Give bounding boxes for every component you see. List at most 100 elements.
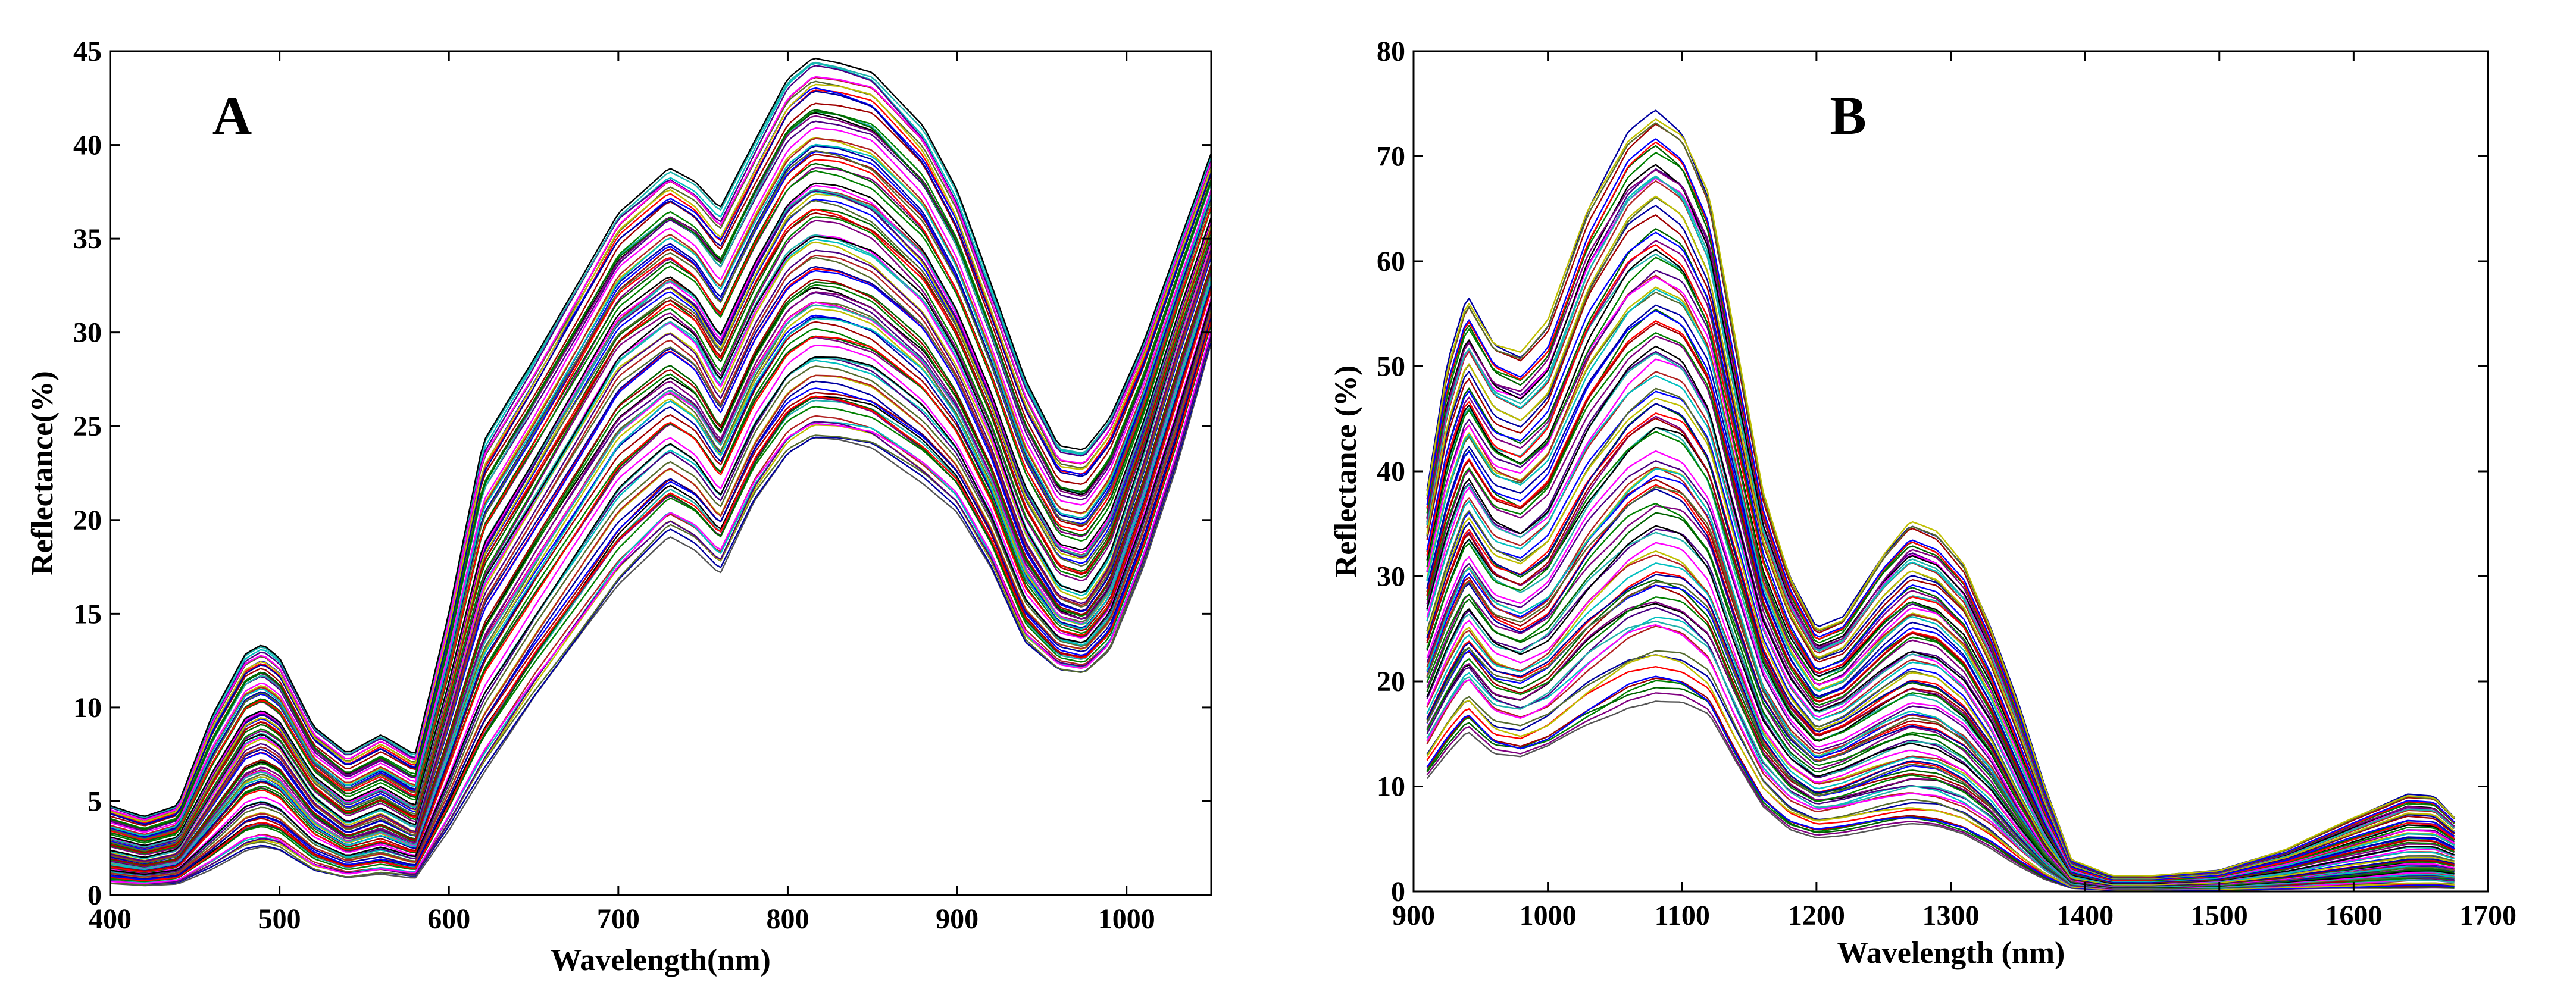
- panel-a-spectrum-line: [110, 279, 1212, 869]
- panel-a-spectrum-line: [110, 212, 1212, 853]
- panel-a-x-tick-label: 600: [427, 903, 470, 935]
- panel-a-spectrum-line: [110, 120, 1212, 831]
- panel-a-spectrum-line: [110, 256, 1212, 865]
- panel-b-x-tick-label: 1200: [1788, 900, 1845, 931]
- panel-b-spectrum-line: [1426, 654, 2455, 891]
- panel-a-y-tick-label: 20: [73, 505, 102, 536]
- panel-b-y-tick-label: 40: [1377, 456, 1405, 487]
- panel-a-spectrum-line: [110, 254, 1212, 864]
- panel-a-spectrum-line: [110, 76, 1212, 821]
- panel-b-spectrum-line: [1426, 374, 2455, 885]
- panel-a-spectrum-line: [110, 315, 1212, 880]
- panel-a-spectrum-line: [110, 264, 1212, 866]
- panel-a-spectrum-line: [110, 143, 1212, 837]
- panel-b-spectrum-line: [1426, 309, 2455, 883]
- panel-b-spectrum-line: [1426, 417, 2455, 886]
- panel-a-spectrum-line: [110, 236, 1212, 858]
- panel-a-spectrum-line: [110, 182, 1212, 846]
- panel-a-spectrum-line: [110, 170, 1212, 844]
- panel-b-x-tick-label: 1000: [1520, 900, 1577, 931]
- panel-b-spectrum-line: [1426, 390, 2455, 886]
- panel-a-spectrum-line: [110, 252, 1212, 863]
- panel-a-axes: 400 500 600 700 800 900 1000 0 5 10 15 20 25 30 35 40 45: [73, 36, 1211, 935]
- panel-a-spectrum-line: [110, 274, 1212, 869]
- panel-a-y-tick-label: 40: [73, 130, 102, 161]
- panel-a-y-tick-label: 30: [73, 317, 102, 349]
- panel-b-label: B: [1830, 85, 1866, 146]
- panel-a-spectrum-line: [110, 264, 1212, 866]
- panel-a-spectrum-line: [110, 290, 1212, 873]
- panel-b-x-tick-label: 1700: [2459, 900, 2516, 931]
- panel-a-spectrum-line: [110, 83, 1212, 822]
- panel-a-spectrum-line: [110, 336, 1212, 886]
- panel-a-spectrum-line: [110, 297, 1212, 874]
- panel-a-spectrum-line: [110, 340, 1212, 886]
- panel-a-y-tick-label: 15: [73, 598, 102, 630]
- panel-b-spectrum-line: [1426, 345, 2455, 884]
- panel-a-spectrum-line: [110, 267, 1212, 866]
- panel-a-spectrum-line: [110, 256, 1212, 864]
- panel-a-spectrum-line: [110, 315, 1212, 880]
- panel-a-spectrum-line: [110, 102, 1212, 827]
- panel-a-spectrum-line: [110, 330, 1212, 884]
- panel-b-spectrum-line: [1426, 138, 2455, 878]
- panel-a-y-tick-label: 25: [73, 411, 102, 442]
- panel-a-x-tick-label: 800: [766, 903, 809, 935]
- panel-a-spectrum-line: [110, 234, 1212, 859]
- panel-a-spectrum-line: [110, 216, 1212, 855]
- panel-a-spectrum-line: [110, 301, 1212, 875]
- panel-a-label: A: [212, 85, 252, 146]
- panel-b-x-axis-label: Wavelength (nm): [1837, 936, 2065, 970]
- panel-a-spectrum-line: [110, 270, 1212, 868]
- panel-b-y-tick-label: 80: [1377, 36, 1405, 67]
- panel-b-spectrum-line: [1426, 450, 2455, 887]
- panel-a-y-tick-label: 5: [87, 786, 102, 817]
- panel-a-y-axis-label: Reflectance(%): [26, 371, 60, 575]
- panel-b-axes: 900 1000 1100 1200 1300 1400 1500 1600 1700 0 10 20…: [1377, 36, 2516, 931]
- panel-a-x-tick-label: 700: [597, 903, 640, 935]
- panel-a-spectrum-line: [110, 90, 1212, 825]
- panel-a-plot-frame: [109, 50, 1212, 896]
- panel-a-x-tick-label: 500: [258, 903, 301, 935]
- panel-b-y-tick-label: 50: [1377, 351, 1405, 383]
- panel-b-spectrum-line: [1426, 289, 2455, 883]
- panel-a-spectrum-line: [110, 57, 1212, 817]
- panel-a-chart: A 400 500 600 700 800 900 10000510152025303540…: [26, 36, 1212, 977]
- panel-b-spectrum-line: [1426, 214, 2455, 880]
- panel-b-y-tick-label: 60: [1377, 246, 1405, 277]
- panel-a-x-tick-label: 1000: [1098, 903, 1155, 935]
- panel-b-spectrum-line: [1426, 180, 2455, 879]
- panel-b-spectrum-line: [1426, 231, 2455, 880]
- panel-b-spectrum-line: [1426, 403, 2455, 886]
- panel-b-x-tick-label: 1100: [1655, 900, 1710, 931]
- panel-b-x-tick-label: 1400: [2056, 900, 2114, 931]
- panel-b-chart: B 900 1000 1100 1200 1300 1400 1500 1600 1700 0 10…: [1329, 36, 2516, 970]
- panel-a-spectrum-line: [110, 306, 1212, 878]
- panel-b-x-tick-label: 900: [1392, 900, 1435, 931]
- panel-b-spectrum-line: [1426, 276, 2455, 882]
- panel-a-spectrum-line: [110, 127, 1212, 833]
- panel-a-y-tick-label: 0: [87, 880, 102, 911]
- panel-b-x-tick-label: 1300: [1922, 900, 1980, 931]
- panel-b-y-axis-label: Reflectance (%): [1329, 365, 1363, 578]
- panel-b-x-tick-label: 1600: [2325, 900, 2382, 931]
- panel-b-spectrum-line: [1426, 195, 2455, 880]
- panel-a-spectrum-line: [110, 332, 1212, 884]
- panel-b-spectrum-line: [1426, 675, 2455, 891]
- panel-a-spectrum-line: [110, 274, 1212, 869]
- panel-a-spectrum-line: [110, 159, 1212, 841]
- panel-a-spectrum-line: [110, 190, 1212, 849]
- panel-b-spectrum-line: [1426, 177, 2455, 878]
- panel-a-x-axis-label: Wavelength(nm): [551, 943, 771, 977]
- panel-a-x-tick-label: 400: [89, 903, 132, 935]
- panel-a-y-tick-label: 45: [73, 36, 102, 67]
- panel-a-spectrum-line: [110, 149, 1212, 840]
- panel-a-spectrum-line: [110, 109, 1212, 830]
- panel-b-spectrum-line: [1426, 397, 2455, 886]
- panel-b-spectrum-line: [1426, 525, 2455, 888]
- panel-b-y-tick-label: 20: [1377, 666, 1405, 697]
- panel-a-spectrum-line: [110, 315, 1212, 880]
- panel-b-x-tick-label: 1500: [2191, 900, 2248, 931]
- panel-b-y-tick-label: 70: [1377, 141, 1405, 173]
- panel-a-spectra-group: [110, 57, 1212, 887]
